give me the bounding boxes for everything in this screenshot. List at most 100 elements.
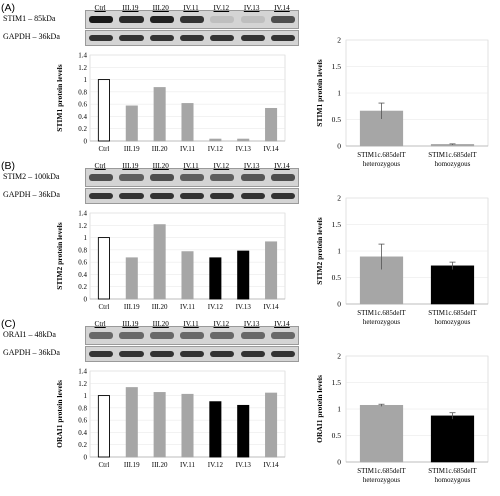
y-tick-label: 0.2 [78, 441, 87, 449]
x-tick-label: homozygous [435, 476, 471, 484]
y-tick-label: 2 [337, 352, 341, 361]
y-tick-label: 0.6 [78, 417, 87, 425]
blot-band [149, 192, 174, 200]
blot-band [179, 350, 205, 358]
blot-band [179, 192, 205, 200]
blot-band [149, 173, 174, 182]
x-tick-label: IV.13 [236, 303, 252, 311]
panel-label: (B) [1, 160, 15, 172]
panel-label: (A) [1, 2, 15, 14]
blot-band [240, 34, 265, 42]
y-tick-label: 1 [337, 247, 341, 256]
x-tick-label: STIM1c.685delT [428, 309, 477, 317]
gapdh-label: GAPDH – 36kDa [3, 348, 60, 357]
blot-band [210, 173, 235, 182]
x-tick-label: heterozygous [363, 318, 401, 326]
y-tick-label: 0.5 [332, 273, 342, 282]
bar [237, 138, 250, 142]
y-axis-label: STIM2 protein levels [315, 217, 324, 284]
y-tick-label: 0 [337, 300, 341, 309]
y-tick-label: 1 [84, 76, 88, 84]
lane-header: IV.13 [243, 4, 260, 12]
blot-band [89, 192, 114, 200]
y-tick-label: 0.8 [78, 404, 87, 412]
lane-header: IV.12 [213, 4, 230, 12]
lane-header: IV.14 [274, 162, 290, 170]
x-tick-label: III.19 [124, 461, 140, 469]
x-tick-label: IV.14 [263, 461, 279, 469]
bar [359, 404, 404, 463]
bar [265, 392, 278, 458]
x-tick-label: homozygous [435, 318, 471, 326]
lane-header: IV.12 [213, 320, 230, 328]
y-tick-label: 1 [337, 89, 341, 98]
lane-header: IV.12 [213, 162, 230, 170]
bar [153, 392, 166, 458]
blot-band [179, 331, 205, 340]
lane-bar-chart: 0 0.2 0.4 0.6 0.8 1 1.2 1.4 ORAI1 protein levels… [55, 368, 286, 469]
x-tick-label: IV.12 [208, 303, 224, 311]
target-protein-label: STIM1 – 85kDa [3, 13, 56, 23]
target-protein-label: ORAI1 – 48kDa [3, 329, 56, 339]
panel-2: (C) ORAI1 – 48kDa GAPDH – 36kDa Ctrl III.19 I… [0, 316, 500, 484]
x-tick-label: heterozygous [363, 476, 401, 484]
y-tick-label: 1.2 [78, 64, 87, 72]
bar [181, 251, 194, 300]
blot-band [149, 331, 174, 340]
blot-band [119, 15, 144, 24]
bar [97, 237, 110, 300]
lane-header: Ctrl [94, 162, 106, 170]
y-tick-label: 1.4 [78, 210, 87, 218]
y-tick-label: 0 [337, 458, 341, 467]
bar [265, 107, 278, 142]
y-tick-label: 1.2 [78, 222, 87, 230]
blot-band [240, 331, 265, 340]
blot-band [119, 34, 144, 42]
blot-band [210, 15, 235, 24]
bar [430, 265, 475, 305]
x-tick-label: III.20 [152, 145, 168, 153]
y-tick-label: 0 [337, 142, 341, 151]
y-axis-label: ORAI1 protein levels [315, 375, 324, 443]
y-axis-label: STIM2 protein levels [55, 222, 64, 289]
bar [209, 401, 222, 458]
blot-band [179, 173, 205, 182]
bar [430, 415, 475, 463]
lane-header: IV.11 [183, 320, 199, 328]
blot-band [119, 331, 144, 340]
blot-band [119, 192, 144, 200]
lane-bar-chart: 0 0.2 0.4 0.6 0.8 1 1.2 1.4 STIM1 protein levels… [55, 52, 286, 153]
lane-header: IV.11 [183, 162, 199, 170]
lane-header: IV.14 [274, 320, 290, 328]
gapdh-label: GAPDH – 36kDa [3, 32, 60, 41]
target-blot-strip [85, 168, 299, 187]
x-tick-label: IV.11 [180, 145, 195, 153]
target-protein-label: STIM2 – 100kDa [3, 171, 60, 181]
x-tick-label: III.20 [152, 303, 168, 311]
y-tick-label: 2 [337, 36, 341, 45]
x-tick-label: STIM1c.685delT [428, 151, 477, 159]
lane-header: III.20 [152, 162, 169, 170]
blot-band [179, 15, 205, 24]
lane-header: III.20 [152, 4, 169, 12]
y-tick-label: 0.2 [78, 125, 87, 133]
x-tick-label: Ctrl [98, 303, 109, 311]
lane-header: IV.14 [274, 4, 290, 12]
bar [97, 395, 110, 458]
gapdh-label: GAPDH – 36kDa [3, 190, 60, 199]
lane-header: III.19 [122, 4, 139, 12]
y-tick-label: 1 [84, 234, 88, 242]
bar [153, 87, 166, 142]
y-tick-label: 2 [337, 194, 341, 203]
x-tick-label: Ctrl [98, 461, 109, 469]
y-tick-label: 1.5 [332, 220, 342, 229]
blot-band [89, 173, 114, 182]
y-tick-label: 1 [337, 405, 341, 414]
y-tick-label: 0.6 [78, 259, 87, 267]
target-blot-strip [85, 326, 299, 345]
y-axis-label: STIM1 protein levels [55, 64, 64, 131]
x-tick-label: IV.12 [208, 145, 224, 153]
x-tick-label: IV.11 [180, 303, 195, 311]
x-tick-label: homozygous [435, 160, 471, 168]
blot-band [149, 34, 174, 42]
